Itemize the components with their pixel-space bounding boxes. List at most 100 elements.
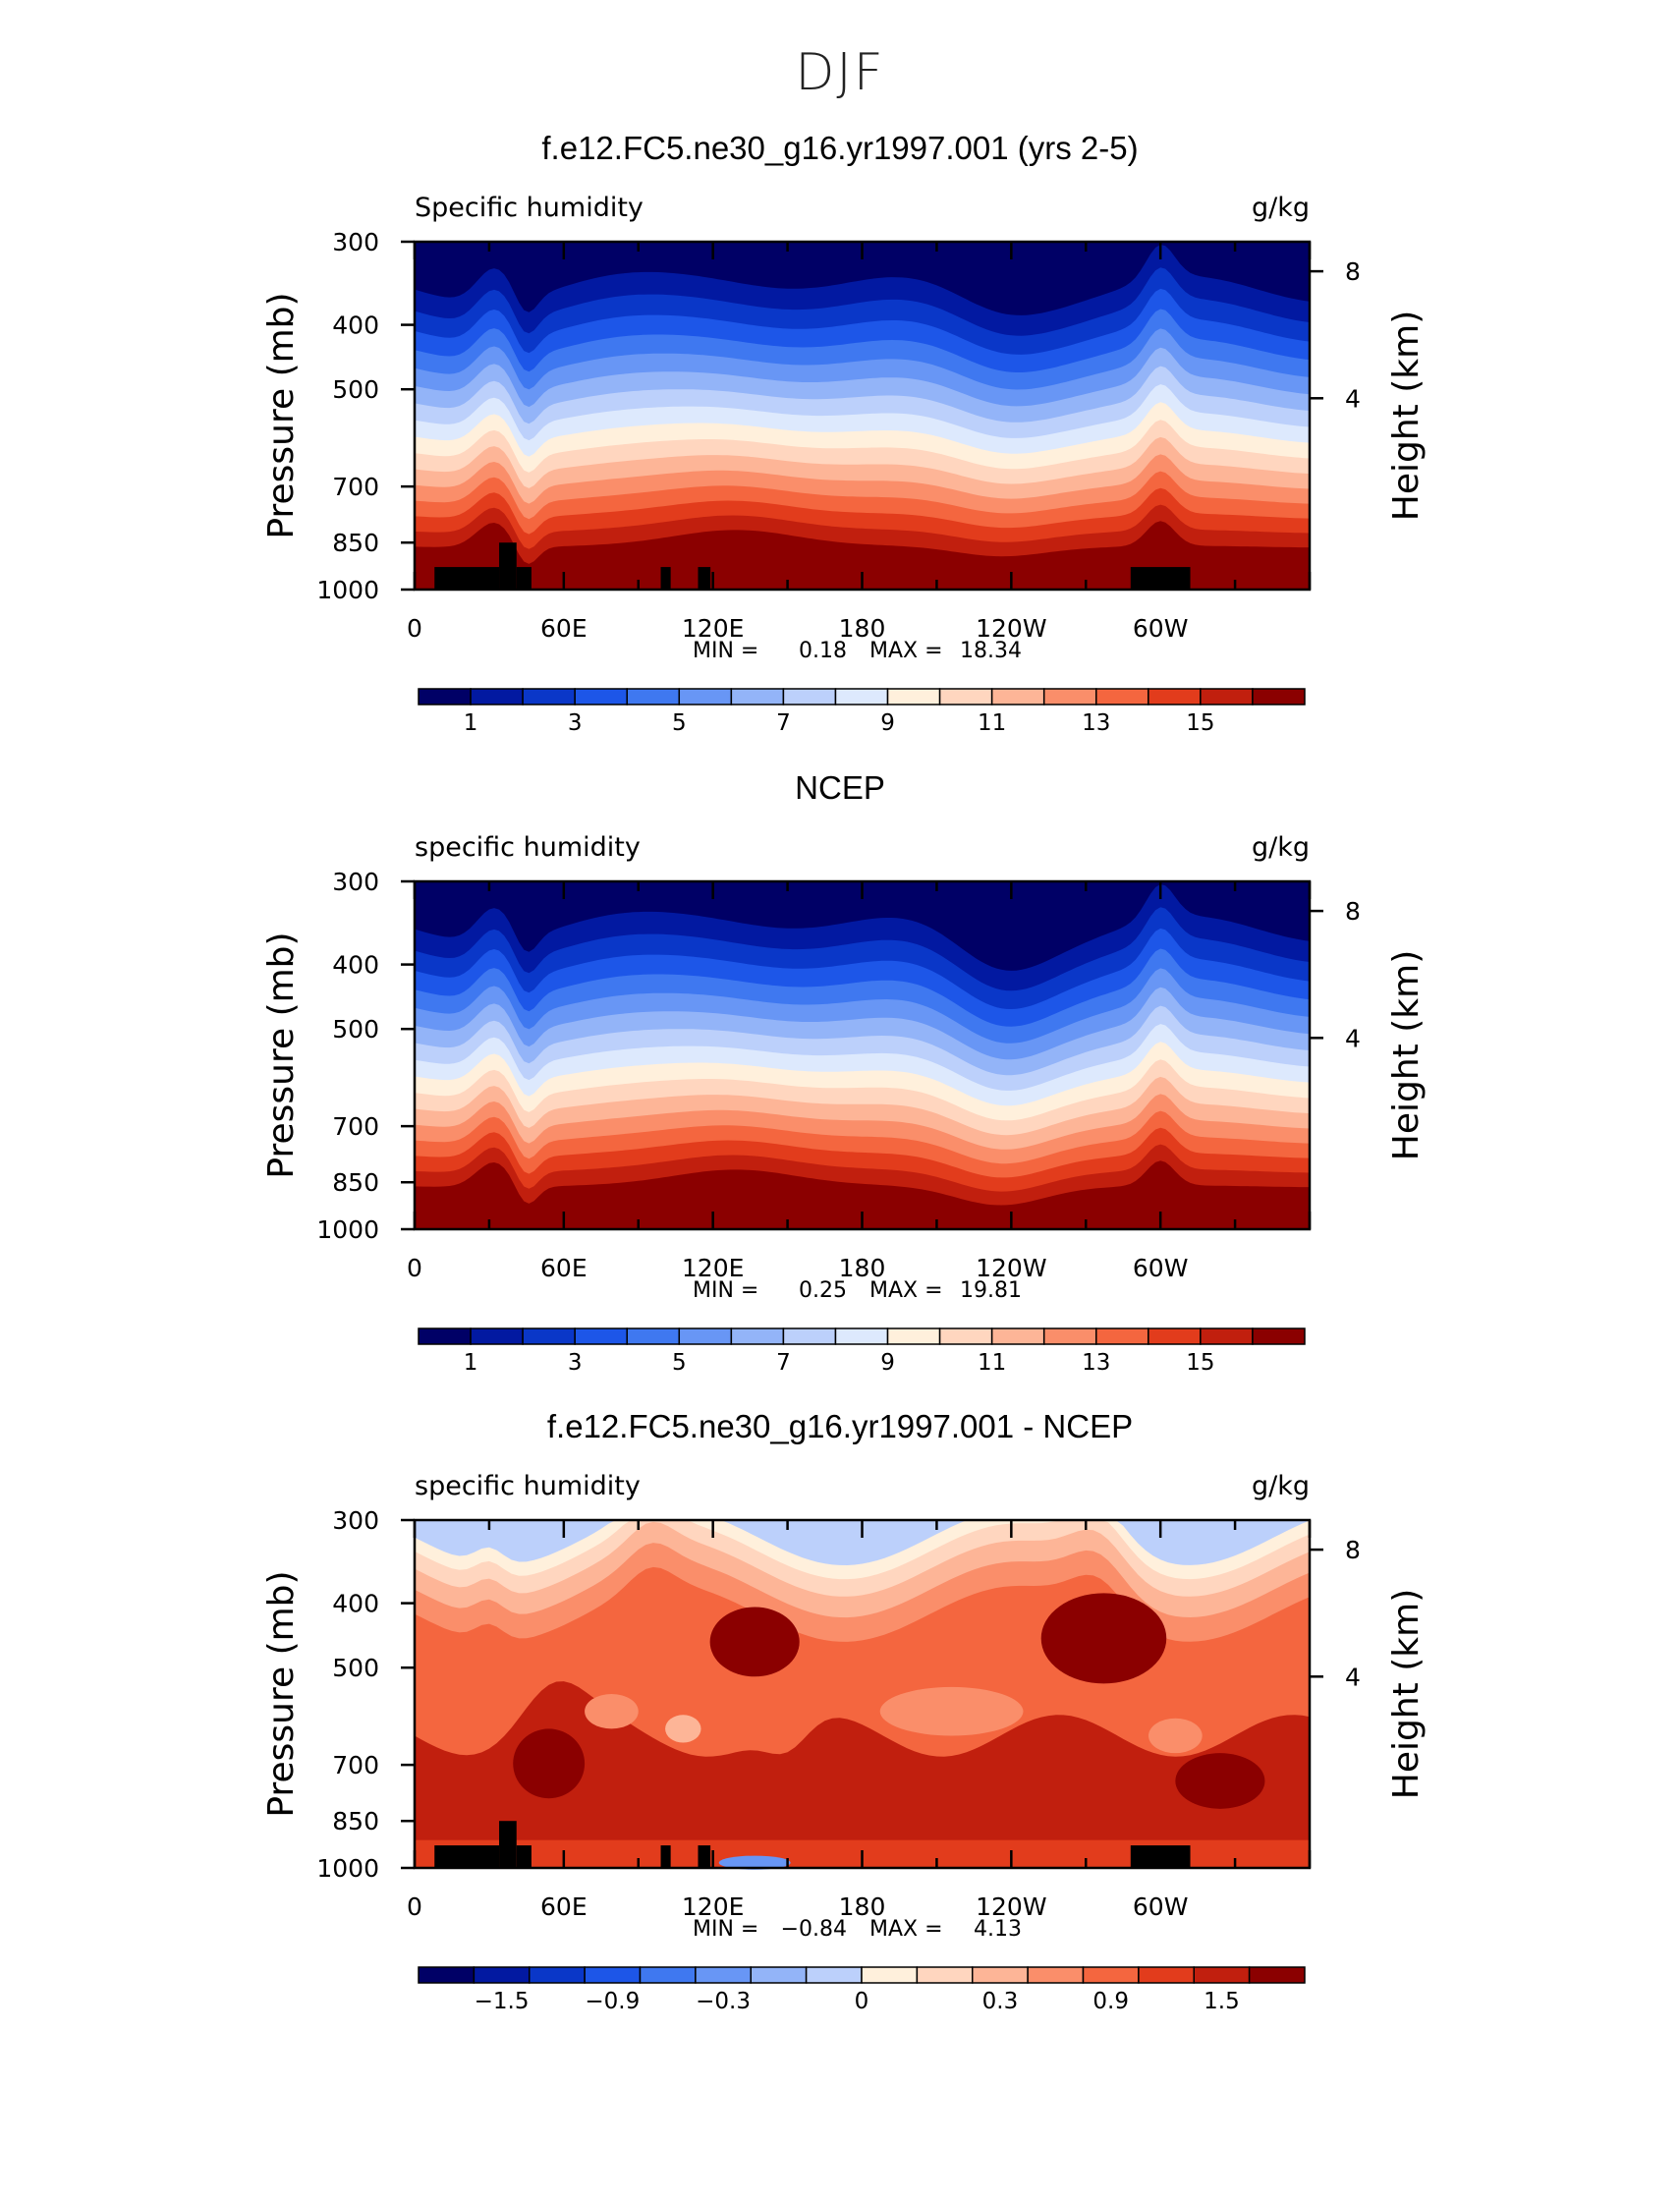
contour-band [879, 1686, 1024, 1736]
colorbar-label: 11 [978, 710, 1006, 736]
y2-tick-label: 4 [1345, 384, 1361, 413]
min-label: MIN = [693, 1917, 758, 1942]
colorbar-swatch [1252, 688, 1306, 706]
y-tick-label: 850 [332, 1168, 379, 1197]
colorbar-swatch [418, 1966, 476, 1984]
colorbar-swatch [639, 1966, 697, 1984]
contour-band [718, 1855, 791, 1870]
colorbar-label: 9 [880, 710, 895, 736]
y-tick-label: 300 [332, 868, 379, 896]
colorbar-label: 15 [1186, 710, 1214, 736]
y-tick-label: 500 [332, 1015, 379, 1044]
terrain-block [698, 567, 711, 590]
colorbar-swatch [782, 688, 837, 706]
y2-axis-title: Height (km) [1386, 311, 1427, 521]
x-tick-label: 0 [407, 1254, 422, 1282]
x-tick-label: 120W [976, 1254, 1046, 1282]
colorbar-label: 5 [672, 1350, 687, 1376]
x-tick-label: 60E [540, 614, 588, 643]
x-tick-label: 120E [682, 1254, 745, 1282]
contour-band [1040, 1593, 1167, 1684]
colorbar-swatch [678, 1327, 733, 1345]
contour-band [1148, 1718, 1203, 1754]
colorbar-swatch [529, 1966, 586, 1984]
colorbar-swatch [805, 1966, 863, 1984]
x-tick-label: 120W [976, 614, 1046, 643]
colorbar-label: 0.9 [1092, 1989, 1129, 2014]
y2-axis-title: Height (km) [1386, 1589, 1427, 1799]
contour-band [1175, 1753, 1265, 1809]
colorbar-label: 3 [568, 710, 583, 736]
colorbar-swatch [1200, 1327, 1254, 1345]
x-tick-label: 0 [407, 614, 422, 643]
colorbar-swatch [418, 688, 472, 706]
colorbar [418, 1966, 1306, 1984]
x-tick-label: 180 [839, 1254, 886, 1282]
colorbar-swatch [678, 688, 733, 706]
terrain-block [499, 1821, 517, 1868]
contour-band [415, 1681, 1310, 1868]
panel-3-title: f.e12.FC5.ne30_g16.yr1997.001 - NCEP [546, 1408, 1134, 1444]
colorbar-swatch [1082, 1966, 1140, 1984]
colorbar-swatch [972, 1966, 1029, 1984]
colorbar-swatch [1027, 1966, 1085, 1984]
y-tick-label: 850 [332, 1807, 379, 1835]
panel-1-chart: Specific humidity g/kg3004005007008501000… [261, 193, 1427, 736]
colorbar-label: 1 [464, 1350, 478, 1376]
contour-band [513, 1728, 586, 1799]
units-label: g/kg [1252, 193, 1310, 223]
x-tick-label: 0 [407, 1892, 422, 1921]
panel-1-title: f.e12.FC5.ne30_g16.yr1997.001 (yrs 2-5) [541, 130, 1139, 166]
max-label: MAX = [869, 1917, 943, 1942]
terrain-block [698, 1845, 711, 1868]
colorbar-swatch [1148, 688, 1202, 706]
x-tick-label: 60W [1133, 1892, 1189, 1921]
colorbar-swatch [861, 1966, 919, 1984]
contour-band [415, 242, 1310, 315]
x-tick-label: 120E [682, 614, 745, 643]
x-tick-label: 120W [976, 1892, 1046, 1921]
y-tick-label: 400 [332, 1590, 379, 1618]
colorbar-swatch [886, 688, 941, 706]
terrain-mask [434, 542, 1191, 590]
colorbar-label: 11 [978, 1350, 1006, 1376]
colorbar-swatch [522, 688, 576, 706]
colorbar-swatch [990, 688, 1045, 706]
colorbar-swatch [522, 1327, 576, 1345]
units-label: g/kg [1252, 832, 1310, 863]
min-value: 0.25 [799, 1278, 847, 1303]
x-tick-label: 120E [682, 1892, 745, 1921]
panel-2-title: NCEP [795, 769, 885, 806]
contour-band [415, 881, 1310, 971]
x-tick-label: 180 [839, 614, 886, 643]
colorbar-swatch [1138, 1966, 1195, 1984]
colorbar-swatch [834, 1327, 889, 1345]
max-label: MAX = [869, 1278, 943, 1303]
colorbar-swatch [730, 1327, 785, 1345]
x-tick-label: 60W [1133, 1254, 1189, 1282]
units-label: g/kg [1252, 1471, 1310, 1501]
colorbar [418, 688, 1306, 706]
y2-tick-label: 8 [1345, 1536, 1361, 1564]
colorbar-swatch [886, 1327, 941, 1345]
contour-band [585, 1694, 639, 1729]
colorbar-swatch [418, 1327, 472, 1345]
colorbar-swatch [473, 1966, 531, 1984]
colorbar-swatch [574, 1327, 628, 1345]
colorbar-swatch [1042, 688, 1097, 706]
y-tick-label: 400 [332, 311, 379, 340]
colorbar-swatch [938, 1327, 993, 1345]
colorbar-swatch [470, 1327, 524, 1345]
colorbar-label: 15 [1186, 1350, 1214, 1376]
colorbar-swatch [730, 688, 785, 706]
colorbar-swatch [470, 688, 524, 706]
colorbar-swatch [695, 1966, 752, 1984]
y-tick-label: 500 [332, 375, 379, 404]
min-label: MIN = [693, 1278, 758, 1303]
terrain-block [499, 542, 517, 590]
colorbar-label: −0.3 [696, 1989, 751, 2014]
colorbar [418, 1327, 1306, 1345]
y-axis-title: Pressure (mb) [261, 932, 302, 1178]
contour-field [415, 881, 1310, 1229]
terrain-block [660, 567, 671, 590]
